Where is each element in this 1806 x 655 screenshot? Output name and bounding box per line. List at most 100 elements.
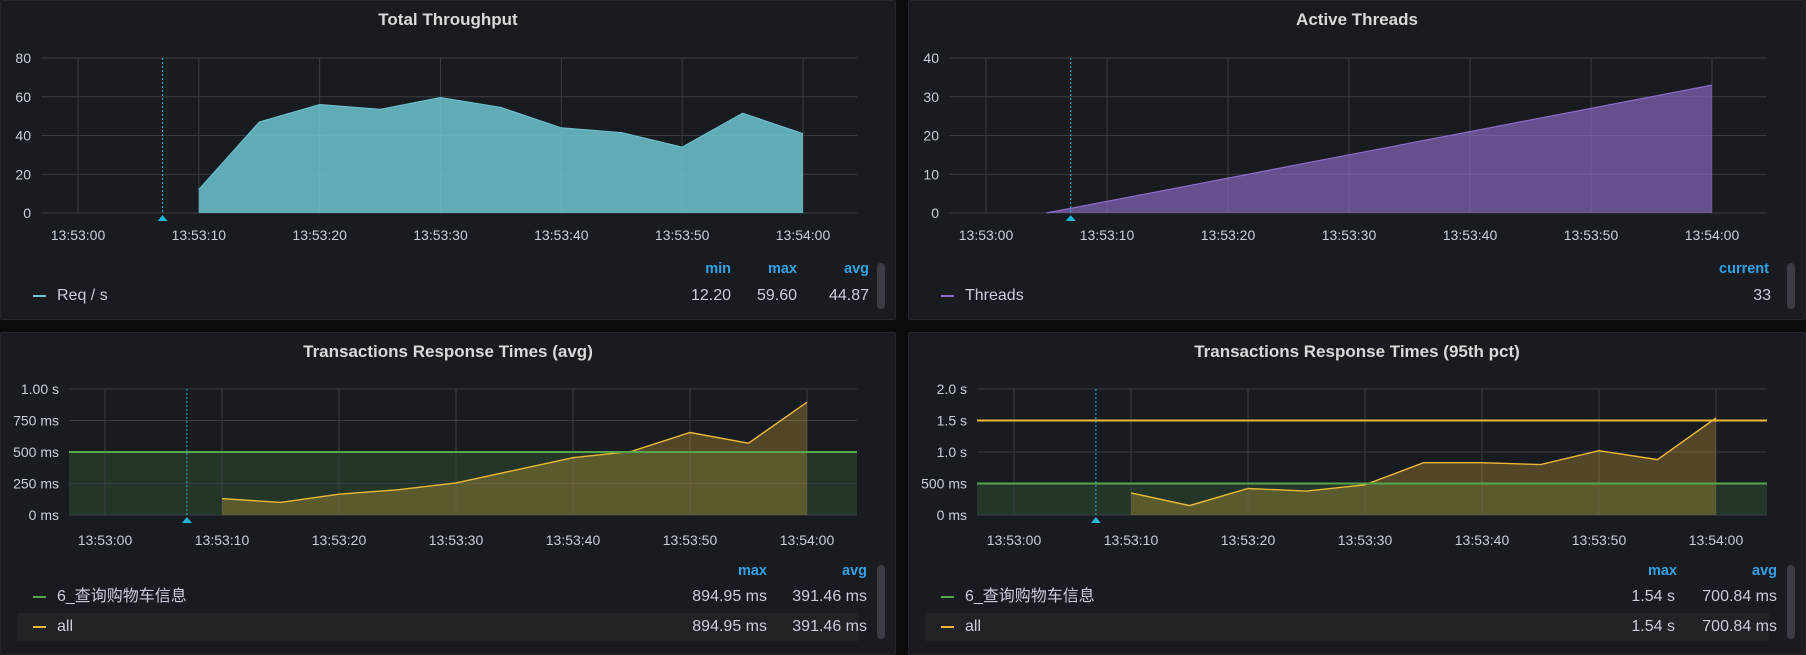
legend-current-value: 33 bbox=[1753, 287, 1771, 304]
legend-row[interactable]: all 1.54 s 700.84 ms bbox=[925, 613, 1777, 641]
x-tick-label: 13:53:40 bbox=[546, 532, 601, 548]
throughput-chart[interactable]: 0 20 40 60 80 13:53:00 13:53:10 13:53:20 13:53:3… bbox=[1, 1, 897, 241]
legend-row[interactable]: all 894.95 ms 391.46 ms bbox=[17, 613, 867, 641]
series-area bbox=[1131, 418, 1716, 515]
legend-scrollbar[interactable] bbox=[1787, 263, 1795, 309]
series-line bbox=[198, 96, 804, 190]
x-tick-label: 13:53:10 bbox=[172, 227, 227, 241]
x-tick-label: 13:53:00 bbox=[51, 227, 106, 241]
legend-max-value: 1.54 s bbox=[1631, 618, 1675, 635]
series-line bbox=[1046, 84, 1713, 214]
legend-header-max[interactable]: max bbox=[767, 261, 797, 277]
legend-series-name: Threads bbox=[965, 287, 1024, 304]
y-tick-label: 40 bbox=[15, 128, 31, 144]
legend-max-value: 59.60 bbox=[756, 287, 797, 304]
x-tick-label: 13:53:40 bbox=[1455, 532, 1510, 548]
active-threads-panel: Active Threads 0 10 20 30 40 13:53:00 13:53:10… bbox=[908, 0, 1806, 320]
legend-avg-value: 391.46 ms bbox=[792, 588, 867, 605]
series-color-swatch[interactable] bbox=[33, 596, 46, 598]
legend-series-name: 6_查询购物车信息 bbox=[57, 588, 187, 605]
y-tick-label: 20 bbox=[923, 128, 939, 144]
series-color-swatch[interactable] bbox=[941, 596, 954, 598]
x-tick-label: 13:54:00 bbox=[776, 227, 831, 241]
x-tick-label: 13:53:10 bbox=[1080, 227, 1135, 241]
x-tick-label: 13:53:50 bbox=[655, 227, 710, 241]
legend-avg-value: 391.46 ms bbox=[792, 618, 867, 635]
series-line bbox=[221, 401, 808, 504]
legend-header-max[interactable]: max bbox=[1647, 563, 1677, 579]
panel-title[interactable]: Transactions Response Times (95th pct) bbox=[1194, 342, 1520, 361]
series-area bbox=[198, 97, 804, 213]
x-tick-label: 13:53:30 bbox=[413, 227, 468, 241]
x-tick-label: 13:53:50 bbox=[1572, 532, 1627, 548]
x-tick-label: 13:53:10 bbox=[195, 532, 250, 548]
series-color-swatch[interactable] bbox=[941, 626, 954, 628]
y-tick-label: 1.5 s bbox=[937, 413, 967, 429]
x-tick-label: 13:53:00 bbox=[78, 532, 133, 548]
y-tick-label: 500 ms bbox=[13, 444, 59, 460]
legend-max-value: 894.95 ms bbox=[692, 618, 767, 635]
series-area bbox=[222, 402, 807, 515]
y-tick-label: 20 bbox=[15, 166, 31, 182]
x-tick-label: 13:53:40 bbox=[1443, 227, 1498, 241]
y-tick-label: 750 ms bbox=[13, 413, 59, 429]
legend-min-value: 12.20 bbox=[690, 287, 731, 304]
legend-row[interactable]: 6_查询购物车信息 894.95 ms 391.46 ms bbox=[17, 583, 867, 611]
y-tick-label: 250 ms bbox=[13, 476, 59, 492]
y-tick-label: 0 bbox=[23, 205, 31, 221]
series-color-swatch[interactable] bbox=[941, 295, 954, 297]
legend-scrollbar[interactable] bbox=[877, 565, 885, 639]
panel-title[interactable]: Total Throughput bbox=[378, 10, 518, 29]
x-tick-label: 13:53:20 bbox=[292, 227, 347, 241]
y-tick-label: 500 ms bbox=[921, 476, 967, 492]
y-tick-label: 0 ms bbox=[29, 507, 59, 523]
y-tick-label: 60 bbox=[15, 89, 31, 105]
legend-series-name: Req / s bbox=[57, 287, 108, 304]
x-tick-label: 13:53:00 bbox=[987, 532, 1042, 548]
response-times-p95-chart[interactable]: 0 ms 500 ms 1.0 s 1.5 s 2.0 s 13:53:00 13:53:1… bbox=[909, 333, 1806, 553]
x-tick-label: 13:53:50 bbox=[663, 532, 718, 548]
x-tick-label: 13:53:50 bbox=[1564, 227, 1619, 241]
legend-max-value: 894.95 ms bbox=[692, 588, 767, 605]
legend-avg-value: 700.84 ms bbox=[1702, 618, 1777, 635]
y-tick-label: 1.0 s bbox=[937, 444, 967, 460]
legend-header-avg[interactable]: avg bbox=[842, 563, 867, 579]
legend-row[interactable]: 6_查询购物车信息 1.54 s 700.84 ms bbox=[925, 583, 1777, 611]
annotation-marker bbox=[1065, 215, 1076, 221]
annotation-marker bbox=[1090, 517, 1101, 523]
y-tick-label: 30 bbox=[923, 89, 939, 105]
legend-header-avg[interactable]: avg bbox=[1752, 563, 1777, 579]
legend-header-current[interactable]: current bbox=[1719, 261, 1769, 277]
legend-scrollbar[interactable] bbox=[877, 263, 885, 309]
series-color-swatch[interactable] bbox=[33, 626, 46, 628]
y-tick-label: 80 bbox=[15, 50, 31, 66]
x-tick-label: 13:54:00 bbox=[1685, 227, 1740, 241]
y-tick-label: 40 bbox=[923, 50, 939, 66]
x-tick-label: 13:53:10 bbox=[1104, 532, 1159, 548]
panel-title[interactable]: Active Threads bbox=[1296, 10, 1418, 29]
legend-series-name: all bbox=[965, 618, 982, 635]
x-tick-label: 13:53:00 bbox=[959, 227, 1014, 241]
legend-header-min[interactable]: min bbox=[705, 261, 731, 277]
y-tick-label: 1.00 s bbox=[21, 381, 59, 397]
legend-max-value: 1.54 s bbox=[1631, 588, 1675, 605]
legend-row[interactable]: Req / s 12.20 59.60 44.87 bbox=[17, 282, 869, 310]
legend-scrollbar[interactable] bbox=[1787, 565, 1795, 639]
legend-header-max[interactable]: max bbox=[737, 563, 767, 579]
y-tick-label: 0 bbox=[931, 205, 939, 221]
x-tick-label: 13:53:20 bbox=[1221, 532, 1276, 548]
response-times-p95-panel: Transactions Response Times (95th pct) 0… bbox=[908, 332, 1806, 655]
active-threads-chart[interactable]: 0 10 20 30 40 13:53:00 13:53:10 13:53:20 13:53:3… bbox=[909, 1, 1806, 241]
legend-header-avg[interactable]: avg bbox=[844, 261, 869, 277]
panel-title[interactable]: Transactions Response Times (avg) bbox=[303, 342, 593, 361]
series-color-swatch[interactable] bbox=[33, 295, 46, 297]
legend-avg-value: 700.84 ms bbox=[1702, 588, 1777, 605]
series-line bbox=[1130, 417, 1717, 507]
legend-row[interactable]: Threads 33 bbox=[925, 282, 1771, 310]
x-tick-label: 13:53:30 bbox=[1322, 227, 1377, 241]
throughput-panel: Total Throughput 0 20 40 60 80 13:53:00 13:53:… bbox=[0, 0, 896, 320]
x-tick-label: 13:54:00 bbox=[780, 532, 835, 548]
response-times-avg-chart[interactable]: 0 ms 250 ms 500 ms 750 ms 1.00 s 13:53:00 13:5… bbox=[1, 333, 897, 553]
annotation-marker bbox=[181, 517, 192, 523]
x-tick-label: 13:54:00 bbox=[1689, 532, 1744, 548]
